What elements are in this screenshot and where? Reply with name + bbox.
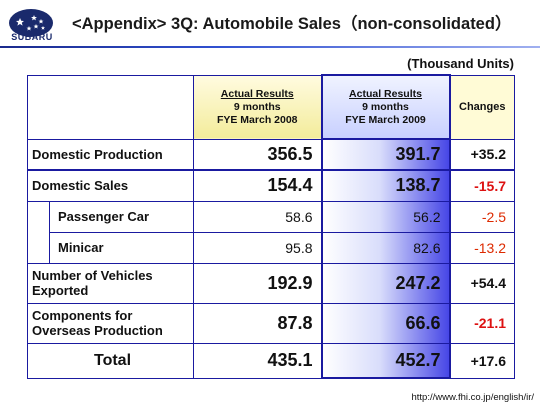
value-2009-domestic-sales: 138.7 xyxy=(320,169,451,202)
sales-table: Actual Results 9 months FYE March 2008 A… xyxy=(27,74,515,379)
row-label-overseas: Components for Overseas Production xyxy=(27,302,194,344)
header-fye2008: Actual Results 9 months FYE March 2008 xyxy=(193,74,322,140)
row-label-overseas-line1: Components for xyxy=(32,308,133,323)
header-divider xyxy=(0,46,540,48)
header-fye2009-line1: Actual Results xyxy=(349,87,422,100)
value-2008-domestic-sales: 154.4 xyxy=(193,169,322,202)
table-row: Total 435.1 452.7 +17.6 xyxy=(27,342,515,379)
table-row: Domestic Production 356.5 391.7 +35.2 xyxy=(27,138,515,171)
row-label-domestic-production: Domestic Production xyxy=(27,138,194,171)
value-2009-total: 452.7 xyxy=(320,342,451,379)
value-2009-domestic-production: 391.7 xyxy=(320,138,451,171)
page-title: <Appendix> 3Q: Automobile Sales（non-cons… xyxy=(72,15,512,33)
value-2008-minicar: 95.8 xyxy=(193,231,322,264)
subaru-logo-icon xyxy=(9,9,53,37)
table-row: Number of Vehicles Exported 192.9 247.2 … xyxy=(27,262,515,304)
change-domestic-sales: -15.7 xyxy=(449,169,515,202)
slide-header: SUBARU <Appendix> 3Q: Automobile Sales（n… xyxy=(0,0,540,46)
row-label-exported: Number of Vehicles Exported xyxy=(27,262,194,304)
value-2009-overseas: 66.6 xyxy=(320,302,451,344)
row-label-exported-line1: Number of Vehicles xyxy=(32,268,153,283)
row-label-passenger-car: Passenger Car xyxy=(49,200,194,233)
row-label-minicar: Minicar xyxy=(49,231,194,264)
header-fye2008-line2: 9 months xyxy=(233,100,281,113)
table-row: Minicar 95.8 82.6 -13.2 xyxy=(28,231,515,264)
value-2008-total: 435.1 xyxy=(193,342,322,379)
header-fye2009-line2: 9 months xyxy=(362,100,409,113)
footer-url: http://www.fhi.co.jp/english/ir/ xyxy=(411,392,535,403)
value-2008-passenger-car: 58.6 xyxy=(193,200,322,233)
header-fye2009-line3: FYE March 2009 xyxy=(345,113,426,126)
indent-cell xyxy=(27,200,50,264)
header-fye2009: Actual Results 9 months FYE March 2009 xyxy=(320,74,451,140)
value-2008-overseas: 87.8 xyxy=(193,302,322,344)
value-2008-exported: 192.9 xyxy=(193,262,322,304)
value-2009-minicar: 82.6 xyxy=(320,231,451,264)
change-minicar: -13.2 xyxy=(449,231,515,264)
row-label-exported-line2: Exported xyxy=(32,283,89,298)
table-header-row: Actual Results 9 months FYE March 2008 A… xyxy=(27,74,515,140)
header-changes: Changes xyxy=(449,74,515,140)
logo-wordmark: SUBARU xyxy=(11,32,53,42)
value-2008-domestic-production: 356.5 xyxy=(193,138,322,171)
header-fye2008-line1: Actual Results xyxy=(220,87,294,100)
row-label-total: Total xyxy=(27,342,194,379)
change-exported: +54.4 xyxy=(449,262,515,304)
table-row: Passenger Car 58.6 56.2 -2.5 xyxy=(27,200,515,264)
change-passenger-car: -2.5 xyxy=(449,200,515,233)
change-total: +17.6 xyxy=(449,342,515,379)
table-row: Components for Overseas Production 87.8 … xyxy=(27,302,515,344)
change-overseas: -21.1 xyxy=(449,302,515,344)
header-fye2008-line3: FYE March 2008 xyxy=(216,113,298,126)
units-label: (Thousand Units) xyxy=(407,56,514,71)
value-2009-passenger-car: 56.2 xyxy=(320,200,451,233)
change-domestic-production: +35.2 xyxy=(449,138,515,171)
table-row: Domestic Sales 154.4 138.7 -15.7 xyxy=(27,169,515,202)
value-2009-exported: 247.2 xyxy=(320,262,451,304)
row-label-overseas-line2: Overseas Production xyxy=(32,323,163,338)
row-label-domestic-sales: Domestic Sales xyxy=(27,169,194,202)
header-blank-cell xyxy=(27,74,194,140)
